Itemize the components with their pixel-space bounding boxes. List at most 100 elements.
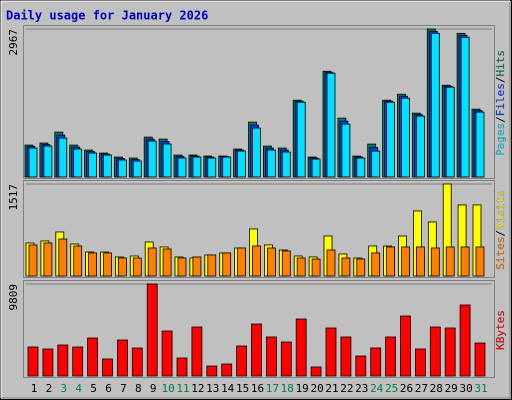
legend-entry: Pages (494, 123, 507, 156)
bar (147, 247, 157, 277)
bar (73, 245, 83, 277)
bar (265, 336, 277, 377)
bar (370, 347, 382, 377)
bar (28, 244, 38, 277)
x-tick-label: 10 (161, 382, 174, 395)
x-tick-label: 9 (150, 382, 157, 395)
y-tick-label: 2967 (7, 29, 20, 56)
bar (326, 249, 336, 277)
bar (161, 330, 173, 377)
bar (58, 238, 68, 277)
bar (281, 250, 291, 277)
bar (415, 246, 425, 277)
bar (72, 346, 84, 377)
bar (43, 242, 53, 277)
bar (102, 358, 113, 377)
bar (415, 115, 425, 178)
bar (325, 327, 337, 377)
bar (28, 147, 38, 178)
bar (162, 143, 172, 178)
x-tick-label: 29 (445, 382, 458, 395)
x-tick-label: 13 (206, 382, 219, 395)
bar (474, 342, 486, 377)
x-tick-label: 14 (221, 382, 235, 395)
bar (371, 150, 381, 178)
bar (460, 36, 470, 178)
bar (475, 246, 485, 277)
bar (207, 254, 217, 277)
x-tick-label: 31 (474, 382, 487, 395)
bar (87, 337, 98, 377)
bar (207, 157, 217, 178)
bar (162, 248, 172, 277)
bar (281, 151, 291, 178)
x-tick-label: 4 (75, 382, 82, 395)
bar (341, 123, 351, 178)
bar (251, 323, 262, 377)
x-tick-label: 28 (430, 382, 443, 395)
x-tick-label: 8 (135, 382, 142, 395)
bar (146, 283, 158, 377)
bar (222, 156, 232, 178)
bar (386, 101, 396, 178)
bar (252, 127, 261, 178)
bar (191, 326, 203, 377)
x-tick-label: 22 (340, 382, 353, 395)
bar (176, 357, 188, 377)
bar (400, 315, 411, 377)
x-tick-label: 1 (31, 382, 38, 395)
bar (88, 152, 97, 178)
bar (311, 258, 321, 277)
bar (356, 258, 366, 277)
x-tick-label: 23 (355, 382, 368, 395)
bar (401, 246, 410, 277)
legend: Pages/Files/Hits (494, 50, 507, 156)
bar (192, 256, 202, 277)
legend: KBytes (494, 310, 507, 350)
bar (326, 72, 336, 178)
bar (132, 257, 142, 277)
bar (73, 148, 83, 178)
x-tick-label: 5 (90, 382, 97, 395)
legend-entry: Files (494, 83, 507, 116)
x-tick-label: 17 (266, 382, 279, 395)
bar (460, 246, 470, 277)
bar (147, 140, 157, 178)
bar (401, 97, 410, 178)
x-tick-label: 27 (415, 382, 428, 395)
bar (459, 304, 471, 377)
bar (340, 336, 352, 377)
bar (221, 363, 233, 377)
x-tick-label: 16 (251, 382, 264, 395)
bar (117, 339, 128, 377)
bar (385, 336, 397, 377)
bar (42, 348, 54, 377)
bar (118, 159, 127, 178)
bar (252, 245, 261, 277)
bar (444, 327, 456, 377)
bar (266, 247, 276, 277)
x-tick-label: 26 (400, 382, 413, 395)
bar (445, 246, 455, 277)
legend-separator: / (494, 77, 507, 84)
x-tick-label: 2 (46, 382, 53, 395)
bar (88, 252, 97, 277)
y-tick-label: 9809 (7, 284, 20, 311)
bar (341, 257, 351, 277)
bar (103, 252, 112, 277)
bar (43, 145, 53, 178)
legend-entry: KBytes (494, 310, 507, 350)
bar (118, 257, 127, 277)
legend-entry: Visits (494, 190, 507, 230)
legend-separator: / (494, 230, 507, 237)
legend-separator: / (494, 116, 507, 123)
x-tick-label: 25 (385, 382, 398, 395)
x-tick-label: 18 (281, 382, 294, 395)
bar (58, 137, 68, 178)
bar (355, 355, 367, 377)
x-tick-label: 12 (191, 382, 204, 395)
bar (132, 160, 142, 178)
x-tick-label: 30 (459, 382, 472, 395)
bar (295, 318, 307, 377)
